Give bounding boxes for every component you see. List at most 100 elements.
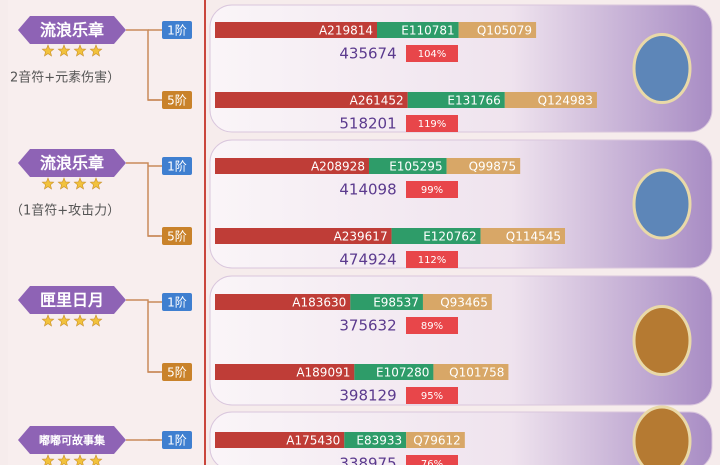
ratio-box bbox=[406, 181, 458, 198]
segment-label: A175430 bbox=[286, 434, 340, 448]
bar-segment bbox=[215, 432, 345, 448]
total: 518201 bbox=[339, 115, 396, 133]
name-badge bbox=[18, 286, 126, 314]
bar-segment bbox=[215, 294, 351, 310]
bar-segment bbox=[215, 158, 369, 174]
level-label: 1阶 bbox=[167, 24, 187, 38]
star bbox=[89, 314, 103, 327]
name-badge bbox=[18, 16, 126, 44]
star bbox=[73, 314, 87, 327]
segment-label: Q105079 bbox=[477, 24, 532, 38]
segment-label: A219814 bbox=[319, 24, 373, 38]
level-tag bbox=[162, 157, 192, 175]
segment-label: A208928 bbox=[311, 160, 365, 174]
total: 338975 bbox=[339, 455, 396, 465]
star bbox=[73, 44, 87, 57]
level-tag bbox=[162, 227, 192, 245]
segment-label: E120762 bbox=[423, 230, 476, 244]
name-badge bbox=[18, 149, 126, 177]
total: 375632 bbox=[339, 317, 396, 335]
bar-segment bbox=[350, 294, 423, 310]
bar-segment bbox=[368, 158, 447, 174]
ratio-box bbox=[406, 115, 458, 132]
level-label: 5阶 bbox=[167, 230, 187, 244]
segment-label: A261452 bbox=[350, 94, 404, 108]
ratio-box bbox=[406, 387, 458, 404]
star bbox=[41, 44, 55, 57]
level-tag bbox=[162, 363, 192, 381]
total: 435674 bbox=[339, 45, 396, 63]
star bbox=[41, 314, 55, 327]
bar-segment bbox=[215, 228, 392, 244]
ratio-box bbox=[406, 251, 458, 268]
ratio-label: 95% bbox=[421, 391, 443, 402]
level-label: 5阶 bbox=[167, 94, 187, 108]
weapon-note: （1音符+攻击力） bbox=[10, 203, 120, 219]
segment-label: A239617 bbox=[334, 230, 388, 244]
segment-label: Q124983 bbox=[538, 94, 593, 108]
weapon-name: 流浪乐章 bbox=[40, 21, 104, 40]
segment-label: Q93465 bbox=[440, 296, 488, 310]
total: 474924 bbox=[339, 251, 396, 269]
ratio-label: 76% bbox=[421, 459, 443, 465]
ratio-label: 89% bbox=[421, 321, 443, 332]
star bbox=[89, 177, 103, 190]
ratio-label: 99% bbox=[421, 185, 443, 196]
ratio-label: 119% bbox=[418, 119, 447, 130]
bar-segment bbox=[446, 158, 521, 174]
weapon-icon bbox=[632, 305, 692, 376]
ratio-box bbox=[406, 45, 458, 62]
weapon-icon bbox=[632, 33, 692, 104]
star bbox=[57, 177, 71, 190]
weapon-name: 匣里日月 bbox=[40, 291, 104, 310]
level-tag bbox=[162, 431, 192, 449]
bar-segment bbox=[480, 228, 566, 244]
weapon-icon bbox=[632, 168, 692, 240]
bar-segment bbox=[215, 92, 408, 108]
weapon-icon bbox=[632, 405, 692, 465]
level-label: 1阶 bbox=[167, 296, 187, 310]
star bbox=[73, 177, 87, 190]
level-tag bbox=[162, 21, 192, 39]
bar-segment bbox=[458, 22, 537, 38]
star bbox=[89, 454, 103, 465]
star bbox=[89, 44, 103, 57]
segment-label: E110781 bbox=[401, 24, 454, 38]
bar-segment bbox=[391, 228, 481, 244]
weapon-name: 嘟嘟可故事集 bbox=[39, 433, 106, 447]
star bbox=[57, 314, 71, 327]
level-tag bbox=[162, 293, 192, 311]
segment-label: E105295 bbox=[389, 160, 442, 174]
segment-label: Q114545 bbox=[506, 230, 561, 244]
segment-label: E98537 bbox=[373, 296, 419, 310]
bar-segment bbox=[406, 432, 465, 448]
star bbox=[73, 454, 87, 465]
weapon-note: 2音符+元素伤害） bbox=[10, 70, 120, 86]
bar-segment bbox=[407, 92, 505, 108]
segment-label: A189091 bbox=[296, 366, 350, 380]
total: 398129 bbox=[339, 387, 396, 405]
segment-label: E131766 bbox=[447, 94, 500, 108]
ratio-label: 112% bbox=[418, 255, 447, 266]
ratio-box bbox=[406, 455, 458, 465]
total: 414098 bbox=[339, 181, 396, 199]
bar-segment bbox=[422, 294, 492, 310]
bar-segment bbox=[215, 364, 355, 380]
segment-label: E107280 bbox=[376, 366, 429, 380]
level-label: 5阶 bbox=[167, 366, 187, 380]
level-label: 1阶 bbox=[167, 160, 187, 174]
star bbox=[41, 454, 55, 465]
star bbox=[41, 177, 55, 190]
weapon-name: 流浪乐章 bbox=[40, 154, 104, 173]
bar-segment bbox=[433, 364, 509, 380]
bar-segment bbox=[215, 22, 378, 38]
segment-label: E83933 bbox=[356, 434, 402, 448]
segment-label: A183630 bbox=[292, 296, 346, 310]
bar-segment bbox=[504, 92, 597, 108]
segment-label: Q101758 bbox=[449, 366, 504, 380]
segment-label: Q99875 bbox=[469, 160, 517, 174]
star bbox=[57, 44, 71, 57]
star bbox=[57, 454, 71, 465]
level-label: 1阶 bbox=[167, 434, 187, 448]
